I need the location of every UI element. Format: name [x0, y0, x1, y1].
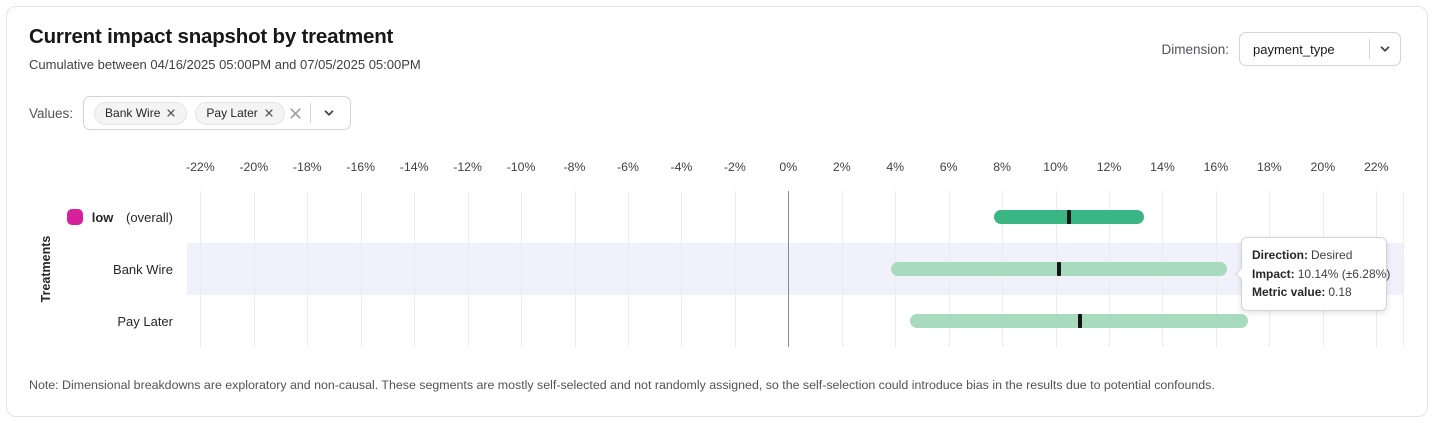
axis-tick-label: -12%	[453, 160, 482, 174]
divider	[1369, 39, 1370, 59]
gridline	[574, 191, 576, 347]
gridline	[360, 191, 362, 347]
axis-tick-label: 6%	[939, 160, 958, 174]
axis-tick-label: -6%	[617, 160, 639, 174]
treatment-row-label: Bank Wire	[113, 261, 173, 277]
gridline	[253, 191, 255, 347]
axis-tick-label: 14%	[1150, 160, 1175, 174]
date-range-subtitle: Cumulative between 04/16/2025 05:00PM an…	[29, 57, 421, 72]
axis-tick-label: -2%	[723, 160, 746, 174]
disclaimer-note: Note: Dimensional breakdowns are explora…	[29, 378, 1215, 392]
gridline	[467, 191, 469, 347]
axis-tick-label: 8%	[993, 160, 1011, 174]
axis-tick-label: 10%	[1043, 160, 1068, 174]
treatment-row-label: Pay Later	[117, 313, 173, 329]
treatment-row-label: low (overall)	[37, 191, 173, 243]
bar-row	[187, 243, 1403, 295]
dimension-select[interactable]: payment_type	[1239, 32, 1401, 66]
chevron-down-icon[interactable]	[1370, 42, 1400, 56]
gridline	[414, 191, 416, 347]
axis-tick-label: 20%	[1310, 160, 1336, 174]
zero-baseline	[788, 191, 790, 347]
plot-area	[187, 191, 1404, 347]
axis-tick-label: -4%	[670, 160, 693, 174]
dimension-selected-value: payment_type	[1253, 41, 1335, 57]
bar-tooltip: Direction: Desired Impact: 10.14% (±6.28%)…	[1235, 237, 1391, 311]
values-multiselect[interactable]: Bank Wire Pay Later	[83, 96, 352, 130]
gridline	[521, 191, 523, 347]
x-axis-labels: -22% -20% -18% -16% -14% -12% -10% -8% -6% -4% -2%…	[186, 160, 1403, 178]
dimension-control: Dimension: payment_type	[1161, 32, 1401, 66]
impact-point-marker	[1057, 262, 1062, 276]
filter-chip[interactable]: Bank Wire	[94, 101, 188, 125]
axis-tick-label: 0%	[779, 160, 798, 174]
tooltip-impact: Impact: 10.14% (±6.28%)	[1252, 266, 1391, 281]
row-labels: low (overall) Bank Wire Pay Later	[37, 191, 173, 347]
chip-list: Bank Wire Pay Later	[94, 101, 285, 125]
axis-tick-label: -10%	[506, 160, 536, 174]
chip-remove-icon[interactable]	[166, 108, 176, 118]
gridline	[627, 191, 629, 347]
axis-tick-label: 18%	[1257, 160, 1282, 174]
axis-tick-label: 22%	[1363, 160, 1389, 174]
axis-tick-label: 16%	[1203, 160, 1229, 174]
clear-all-icon[interactable]	[285, 105, 307, 122]
dimension-label: Dimension:	[1161, 41, 1229, 57]
filter-chip[interactable]: Pay Later	[195, 101, 285, 125]
filter-chip-label: Pay Later	[206, 106, 258, 120]
axis-tick-label: -18%	[292, 160, 322, 174]
impact-snapshot-card: Current impact snapshot by treatment Cum…	[6, 6, 1428, 417]
gridline	[681, 191, 683, 347]
divider	[310, 103, 312, 123]
chevron-down-icon[interactable]	[315, 106, 342, 120]
axis-tick-label: -14%	[399, 160, 429, 174]
gridline	[307, 191, 309, 347]
gridline	[841, 191, 843, 347]
chip-remove-icon[interactable]	[264, 108, 274, 118]
axis-tick-label: -22%	[186, 160, 215, 174]
axis-tick-label: -20%	[239, 160, 269, 174]
axis-tick-label: -8%	[563, 160, 586, 174]
tooltip-direction: Direction: Desired	[1252, 248, 1353, 262]
axis-tick-label: 4%	[886, 160, 905, 174]
page-title: Current impact snapshot by treatment	[29, 25, 394, 48]
values-filter: Values: Bank Wire Pay Later	[29, 96, 352, 130]
impact-point-marker	[1066, 210, 1071, 224]
gridline	[734, 191, 736, 347]
gridline	[200, 191, 202, 347]
axis-tick-label: 2%	[832, 160, 851, 174]
bar-row	[187, 295, 1403, 347]
bar-row	[187, 191, 1403, 243]
tooltip-metric-value: Metric value: 0.18	[1252, 285, 1352, 300]
gridline	[1403, 191, 1404, 347]
legend-swatch	[66, 209, 83, 225]
filter-chip-label: Bank Wire	[105, 106, 161, 120]
impact-point-marker	[1077, 314, 1082, 328]
values-label: Values:	[29, 105, 74, 121]
axis-tick-label: 12%	[1096, 160, 1122, 174]
axis-tick-label: -16%	[346, 160, 376, 174]
